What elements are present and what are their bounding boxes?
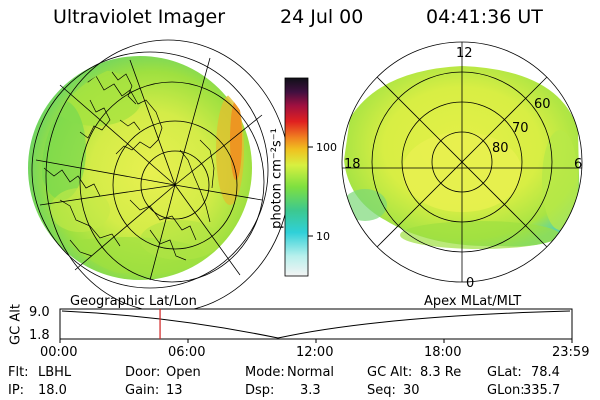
glon-value: 335.7	[523, 383, 561, 398]
colorbar-unit-label: photon cm⁻²s⁻¹	[269, 128, 285, 229]
time-label: 04:41:36 UT	[426, 6, 543, 28]
ip-label: IP:	[8, 383, 25, 398]
mlt-label-0: 0	[466, 276, 475, 291]
altitude-xtick: 00:00	[40, 345, 78, 360]
colorbar-tick-100: 100	[316, 141, 337, 154]
mlt-label-6: 6	[574, 157, 583, 172]
mlt-label-12: 12	[456, 46, 473, 61]
altitude-xtick: 18:00	[424, 345, 462, 360]
glat-value: 78.4	[531, 365, 560, 380]
altitude-ylabel: GC Alt	[8, 304, 24, 345]
filter-value: LBHL	[38, 365, 72, 380]
mlt-label-18: 18	[344, 157, 361, 172]
door-value: Open	[166, 365, 201, 380]
date-label: 24 Jul 00	[280, 6, 364, 28]
altitude-curve	[61, 310, 571, 339]
mode-value: Normal	[287, 365, 335, 380]
glat-label: GLat:	[487, 365, 522, 380]
geo-lat-ring	[140, 150, 210, 220]
filter-label: Flt:	[8, 365, 29, 380]
door-label: Door:	[125, 365, 161, 380]
mlat-label-80: 80	[492, 141, 509, 156]
geo-lat-ring	[79, 81, 265, 283]
mlat-label-60: 60	[534, 97, 551, 112]
altitude-ytick-1.8: 1.8	[29, 328, 50, 343]
altitude-ytick-9: 9.0	[29, 305, 50, 320]
altitude-xtick: 12:00	[296, 345, 334, 360]
colorbar	[284, 77, 313, 277]
altitude-xtick: 06:00	[168, 345, 206, 360]
colorbar-tick-10: 10	[316, 230, 330, 243]
gain-label: Gain:	[125, 383, 160, 398]
gcalt-label: GC Alt:	[367, 365, 413, 380]
gain-value: 13	[166, 383, 183, 398]
app-title: Ultraviolet Imager	[53, 6, 226, 28]
altitude-xtick: 23:59	[552, 345, 590, 360]
seq-label: Seq:	[367, 383, 396, 398]
apex-image	[341, 41, 583, 283]
geo-lat-ring	[112, 120, 238, 250]
mode-label: Mode:	[245, 365, 285, 380]
dsp-label: Dsp:	[245, 383, 275, 398]
glon-label: GLon:	[487, 383, 525, 398]
mlat-label-70: 70	[512, 121, 529, 136]
geographic-image	[28, 39, 291, 313]
right-panel-label: Apex MLat/MLT	[424, 294, 522, 309]
dsp-value: 3.3	[300, 383, 321, 398]
altitude-plot	[59, 308, 573, 343]
left-panel-label: Geographic Lat/Lon	[70, 294, 197, 309]
seq-value: 30	[403, 383, 420, 398]
gcalt-value: 8.3 Re	[420, 365, 462, 380]
ip-value: 18.0	[38, 383, 67, 398]
